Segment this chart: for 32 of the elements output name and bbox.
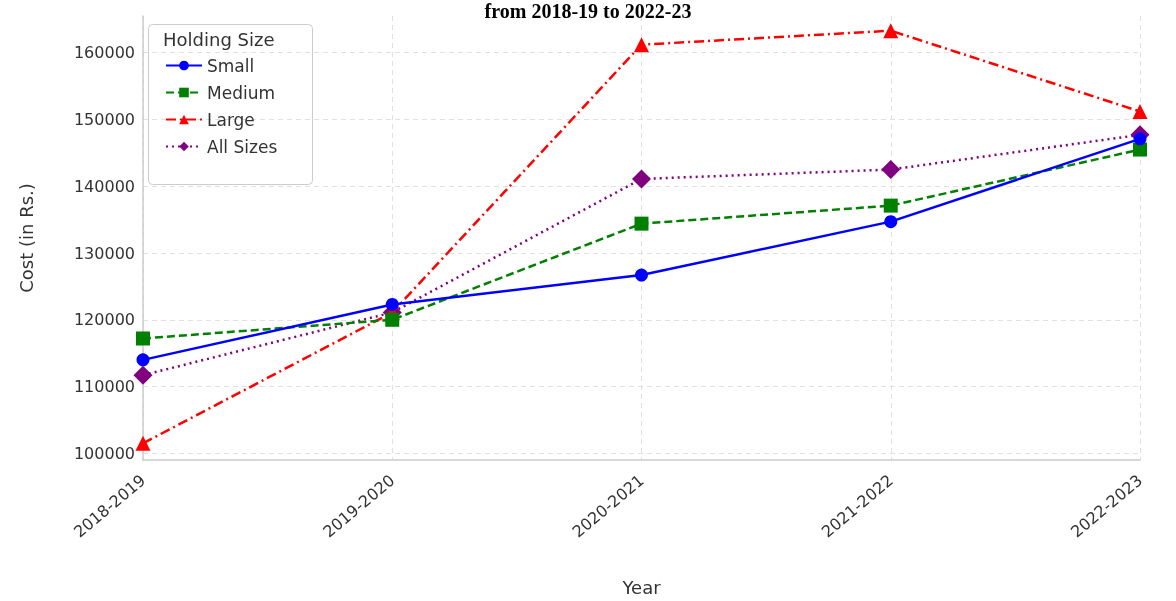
point — [883, 198, 898, 213]
legend-label: Small — [207, 55, 255, 76]
point — [634, 37, 649, 53]
y-tick-label: 140000 — [73, 176, 135, 196]
point — [884, 215, 898, 229]
y-tick-label: 100000 — [73, 443, 135, 463]
point — [881, 160, 901, 180]
legend-label: All Sizes — [207, 136, 278, 157]
point — [133, 365, 153, 385]
point — [1133, 142, 1147, 157]
point — [385, 297, 399, 311]
legend-title: Holding Size — [163, 28, 275, 50]
x-axis-title: Year — [621, 576, 662, 598]
point — [136, 331, 150, 346]
legend-label: Medium — [207, 82, 275, 103]
point — [1132, 103, 1148, 119]
point — [634, 216, 649, 231]
chart-title: from 2018-19 to 2022-23 — [484, 0, 692, 22]
y-tick-label: 130000 — [73, 243, 135, 263]
point — [883, 23, 899, 39]
point — [1133, 132, 1147, 146]
y-tick-label: 160000 — [73, 43, 135, 63]
point — [135, 435, 151, 451]
point — [136, 353, 150, 367]
point — [635, 268, 648, 282]
point — [385, 312, 400, 327]
y-tick-label: 150000 — [73, 109, 135, 129]
y-tick-label: 110000 — [73, 377, 135, 397]
y-tick-label: 120000 — [73, 310, 135, 330]
legend-label: Large — [207, 109, 255, 130]
y-axis-title: Cost (in Rs.) — [15, 183, 37, 293]
point — [632, 169, 651, 189]
